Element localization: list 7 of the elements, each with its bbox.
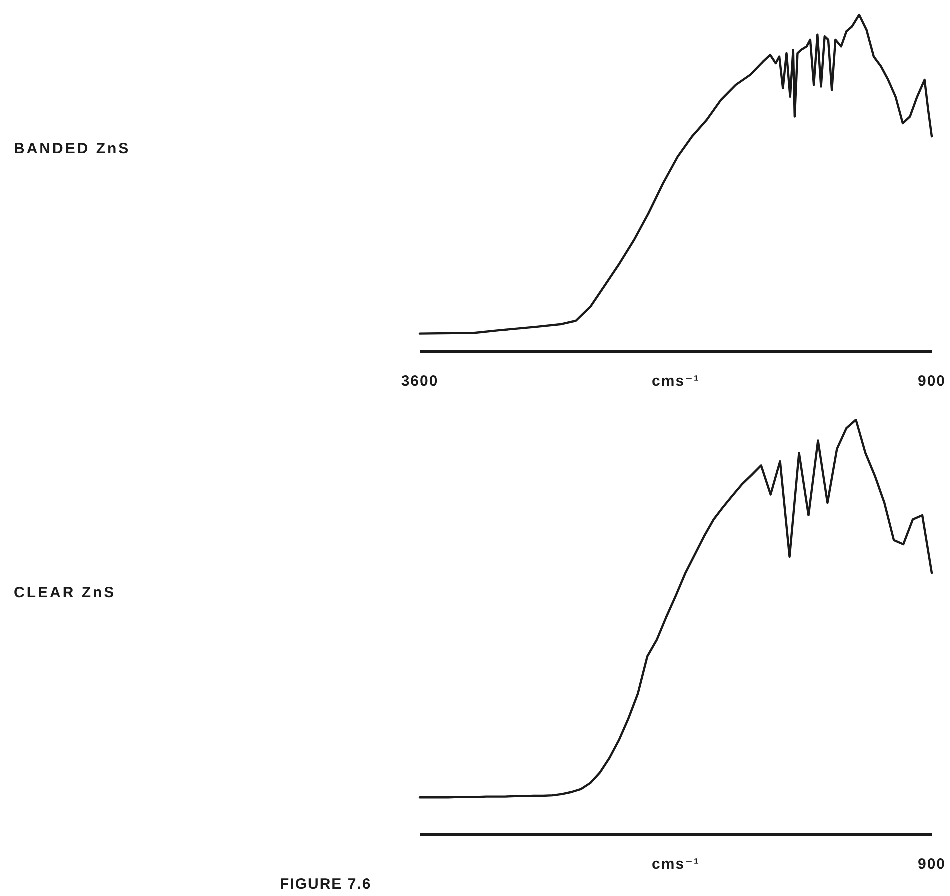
text: BANDED ZnS (14, 140, 131, 158)
x-tick-label: 3600 (401, 373, 439, 390)
text: 900 (918, 856, 946, 873)
text: CLEAR ZnS (14, 584, 116, 602)
x-axis-title: cms⁻¹ (652, 856, 700, 873)
caption: FIGURE 7.6 (280, 876, 372, 893)
x-axis-title: cms⁻¹ (652, 373, 700, 390)
